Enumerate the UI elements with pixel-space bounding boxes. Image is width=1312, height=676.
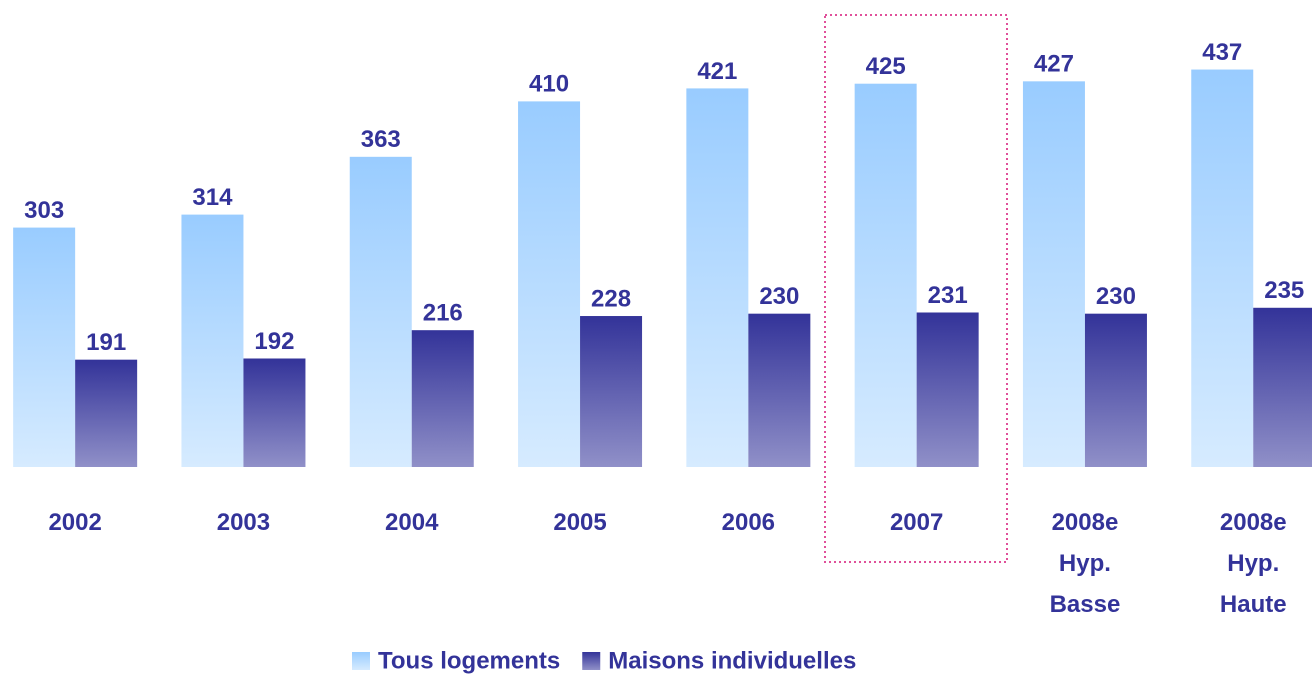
legend-label: Maisons individuelles [608,647,856,674]
bar [13,227,76,467]
value-label: 231 [928,282,968,309]
bar [854,83,917,468]
value-label: 191 [86,329,126,356]
x-tick-label: 2007 [889,509,944,536]
value-label: 230 [1096,283,1136,310]
value-label: 421 [697,58,737,85]
bar [580,316,643,467]
legend-label: Tous logements [378,647,560,674]
value-label: 410 [529,71,569,98]
bar [1022,81,1085,468]
bar [349,156,412,468]
x-tick-label: 2005 [553,509,607,536]
bar [686,88,749,468]
value-label: 303 [24,197,64,224]
x-tick-label: 2004 [385,509,439,536]
legend-swatch [352,652,370,670]
value-label: 228 [591,285,631,312]
bar [748,313,811,467]
value-label: 235 [1264,277,1304,304]
bar [75,359,138,467]
bar [1084,313,1147,467]
x-tick-label: 2008e Hyp. Haute [1219,509,1287,618]
highlight-box [824,14,1008,563]
x-tick-label: 2002 [48,509,102,536]
x-tick-label: 2008e Hyp. Basse [1049,509,1121,618]
bar [1253,307,1312,467]
bar [243,358,306,467]
value-label: 314 [192,184,233,211]
bar [916,312,979,467]
bar [181,214,244,467]
value-label: 216 [423,300,463,327]
value-label: 230 [759,283,799,310]
legend-swatch [582,652,601,670]
value-label: 437 [1202,39,1242,66]
value-label: 363 [361,126,401,153]
x-tick-label: 2003 [216,509,271,536]
value-label: 425 [866,53,906,80]
x-tick-label: 2006 [721,509,776,536]
value-label: 192 [254,328,294,355]
value-label: 427 [1034,51,1074,78]
bar [1191,69,1254,467]
bar [411,330,474,467]
bar [518,101,581,467]
